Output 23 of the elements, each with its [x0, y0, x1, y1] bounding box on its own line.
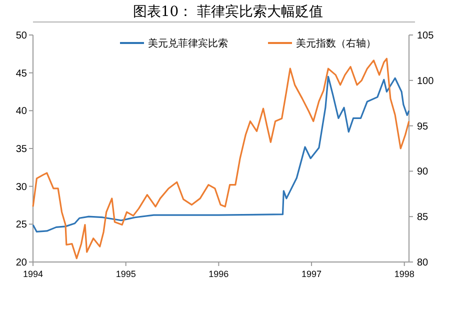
- legend-label: 美元兑菲律宾比索: [148, 38, 228, 50]
- x-tick-label: 1997: [302, 269, 322, 279]
- legend-label: 美元指数（右轴）: [296, 38, 376, 50]
- line-series: [32, 76, 410, 233]
- x-tick-label: 1994: [22, 269, 44, 279]
- y-tick-label: 45: [16, 68, 28, 80]
- y-tick-label: 30: [16, 182, 28, 193]
- y-tick-label: 35: [16, 144, 28, 155]
- y-tick-label: 50: [16, 30, 28, 42]
- y2-tick-label: 95: [417, 121, 429, 132]
- y2-tick-label: 85: [417, 212, 429, 224]
- y-tick-label: 20: [16, 258, 28, 268]
- y2-tick-label: 100: [417, 76, 434, 87]
- y2-tick-label: 80: [417, 258, 429, 268]
- y-tick-label: 25: [16, 220, 28, 231]
- chart-title: 图表10： 菲律宾比索大幅贬值: [132, 4, 324, 20]
- y-tick-label: 40: [16, 106, 28, 118]
- x-tick-label: 1995: [116, 269, 136, 279]
- y2-tick-label: 90: [417, 166, 429, 178]
- y2-tick-label: 105: [417, 30, 434, 42]
- x-tick-label: 1998: [394, 269, 414, 279]
- x-tick-label: 1996: [208, 269, 229, 279]
- line-series: [32, 58, 410, 260]
